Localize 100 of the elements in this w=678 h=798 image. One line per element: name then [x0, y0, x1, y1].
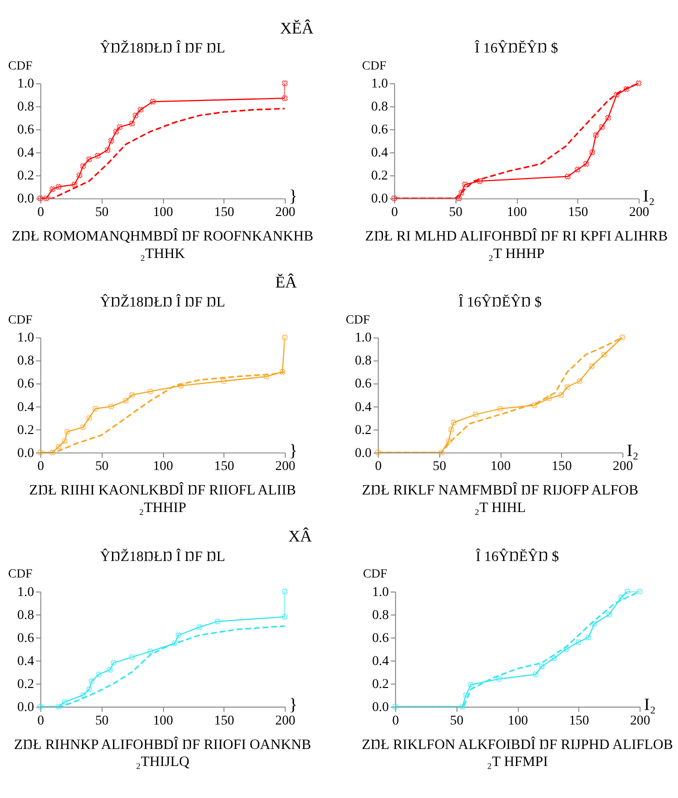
text: ZŊŁ RI MLHD ALIFOHBDÎ ŊF RI KPFI ALIHRB — [365, 228, 668, 245]
x-tick-label: 200 — [630, 712, 650, 728]
point — [196, 624, 202, 630]
y-tick-label: 0.0 — [17, 444, 34, 460]
point — [178, 382, 184, 389]
point — [538, 663, 545, 670]
y-tick-label: 1.0 — [17, 584, 34, 599]
x-tick-label: 0 — [374, 458, 382, 474]
y-tick-label: 0.2 — [17, 676, 34, 691]
point — [220, 378, 227, 384]
point — [62, 699, 68, 705]
y-tick-label: 0.0 — [354, 444, 372, 460]
x-tick-label: 100 — [152, 458, 174, 474]
y-tick-label: 0.6 — [371, 122, 388, 137]
y-axis-title: CDF — [346, 312, 370, 326]
point — [576, 639, 582, 646]
x-axis-title: } — [289, 440, 298, 460]
x-tick-label: 0 — [37, 458, 44, 474]
x-tick-label: 50 — [432, 458, 446, 474]
point — [462, 182, 468, 188]
point — [605, 114, 612, 121]
text: ZŊŁ RIKLFON ALKFOIBDÎ ŊF RIJPHD ALIFLOB — [362, 736, 674, 753]
y-tick-label: 0.8 — [372, 606, 390, 622]
x-tick-label: 150 — [568, 204, 588, 220]
y-axis-title: CDF — [8, 58, 32, 72]
x-tick-label: 100 — [506, 204, 528, 220]
y-tick-label: 0.4 — [17, 652, 34, 668]
text: ZŊŁ RIKLF NAMFMBDÎ ŊF RIJOFP ALFOB — [362, 482, 638, 499]
point — [50, 186, 56, 192]
y-axis-title: CDF — [362, 58, 386, 72]
x-tick-label: 100 — [152, 712, 174, 728]
point — [592, 132, 599, 138]
point — [531, 402, 538, 408]
y-tick-label: 0.4 — [354, 398, 372, 414]
chart-subtitle: ŶŊŽ18ŊŁŊ Î ŊF ŊL — [100, 548, 226, 565]
point — [175, 632, 182, 638]
x-tick-label: 100 — [490, 458, 511, 474]
point — [558, 392, 564, 398]
y-tick-label: 0.2 — [371, 168, 388, 183]
x-tick-label: 0 — [37, 712, 44, 728]
point — [476, 178, 483, 184]
y-tick-label: 0.0 — [17, 190, 34, 206]
point — [72, 182, 78, 188]
point — [599, 124, 605, 130]
y-tick-label: 1.0 — [372, 584, 390, 599]
point — [108, 138, 114, 144]
y-tick-label: 0.8 — [17, 606, 34, 622]
y-tick-label: 0.4 — [17, 144, 34, 160]
x-tick-label: 50 — [95, 204, 109, 220]
chart-subtitle: ŶŊŽ18ŊŁŊ Î ŊF ŊL — [100, 40, 226, 57]
point — [263, 374, 270, 380]
point — [589, 149, 596, 156]
point — [128, 654, 135, 660]
x-axis-title: } — [289, 694, 298, 714]
point — [574, 166, 581, 173]
point — [62, 438, 68, 444]
point — [606, 612, 612, 618]
y-tick-label: 0.8 — [354, 352, 372, 368]
y-tick-label: 1.0 — [17, 330, 34, 345]
chart-subtitle: Î 16ŶŊĔŶŊ $ — [476, 548, 560, 565]
point — [458, 190, 464, 196]
point — [80, 424, 86, 430]
y-tick-label: 0.6 — [17, 122, 34, 137]
chart-subtitle: Î 16ŶŊĔŶŊ $ — [474, 40, 558, 57]
point — [564, 384, 570, 390]
x-axis-title: I₂ — [626, 440, 638, 460]
point — [532, 671, 539, 678]
point — [636, 588, 643, 595]
point — [551, 655, 558, 662]
x-tick-label: 200 — [275, 204, 296, 220]
x-tick-label: 100 — [152, 204, 174, 220]
point — [80, 163, 86, 170]
x-axis-title: I₂ — [644, 694, 656, 714]
point — [122, 398, 129, 404]
point — [448, 426, 454, 432]
point — [576, 378, 583, 384]
point — [96, 671, 102, 678]
point — [116, 124, 123, 130]
point — [128, 392, 135, 398]
point — [108, 403, 114, 410]
point — [623, 86, 630, 92]
point — [282, 334, 288, 340]
point — [128, 120, 135, 127]
point — [214, 618, 221, 624]
point — [583, 160, 590, 167]
point — [636, 80, 642, 86]
y-tick-label: 0.6 — [354, 376, 372, 391]
point — [110, 660, 117, 666]
text: ₂T HFMPI — [486, 754, 548, 770]
y-tick-label: 0.2 — [372, 676, 389, 691]
point — [282, 588, 288, 595]
y-tick-label: 0.6 — [372, 630, 390, 645]
point — [94, 152, 101, 159]
point — [88, 678, 95, 684]
x-tick-label: 150 — [214, 458, 235, 474]
point — [459, 704, 466, 710]
point — [132, 112, 139, 118]
text: ₂THHIP — [138, 500, 186, 516]
y-tick-label: 1.0 — [371, 76, 388, 91]
point — [147, 388, 154, 394]
